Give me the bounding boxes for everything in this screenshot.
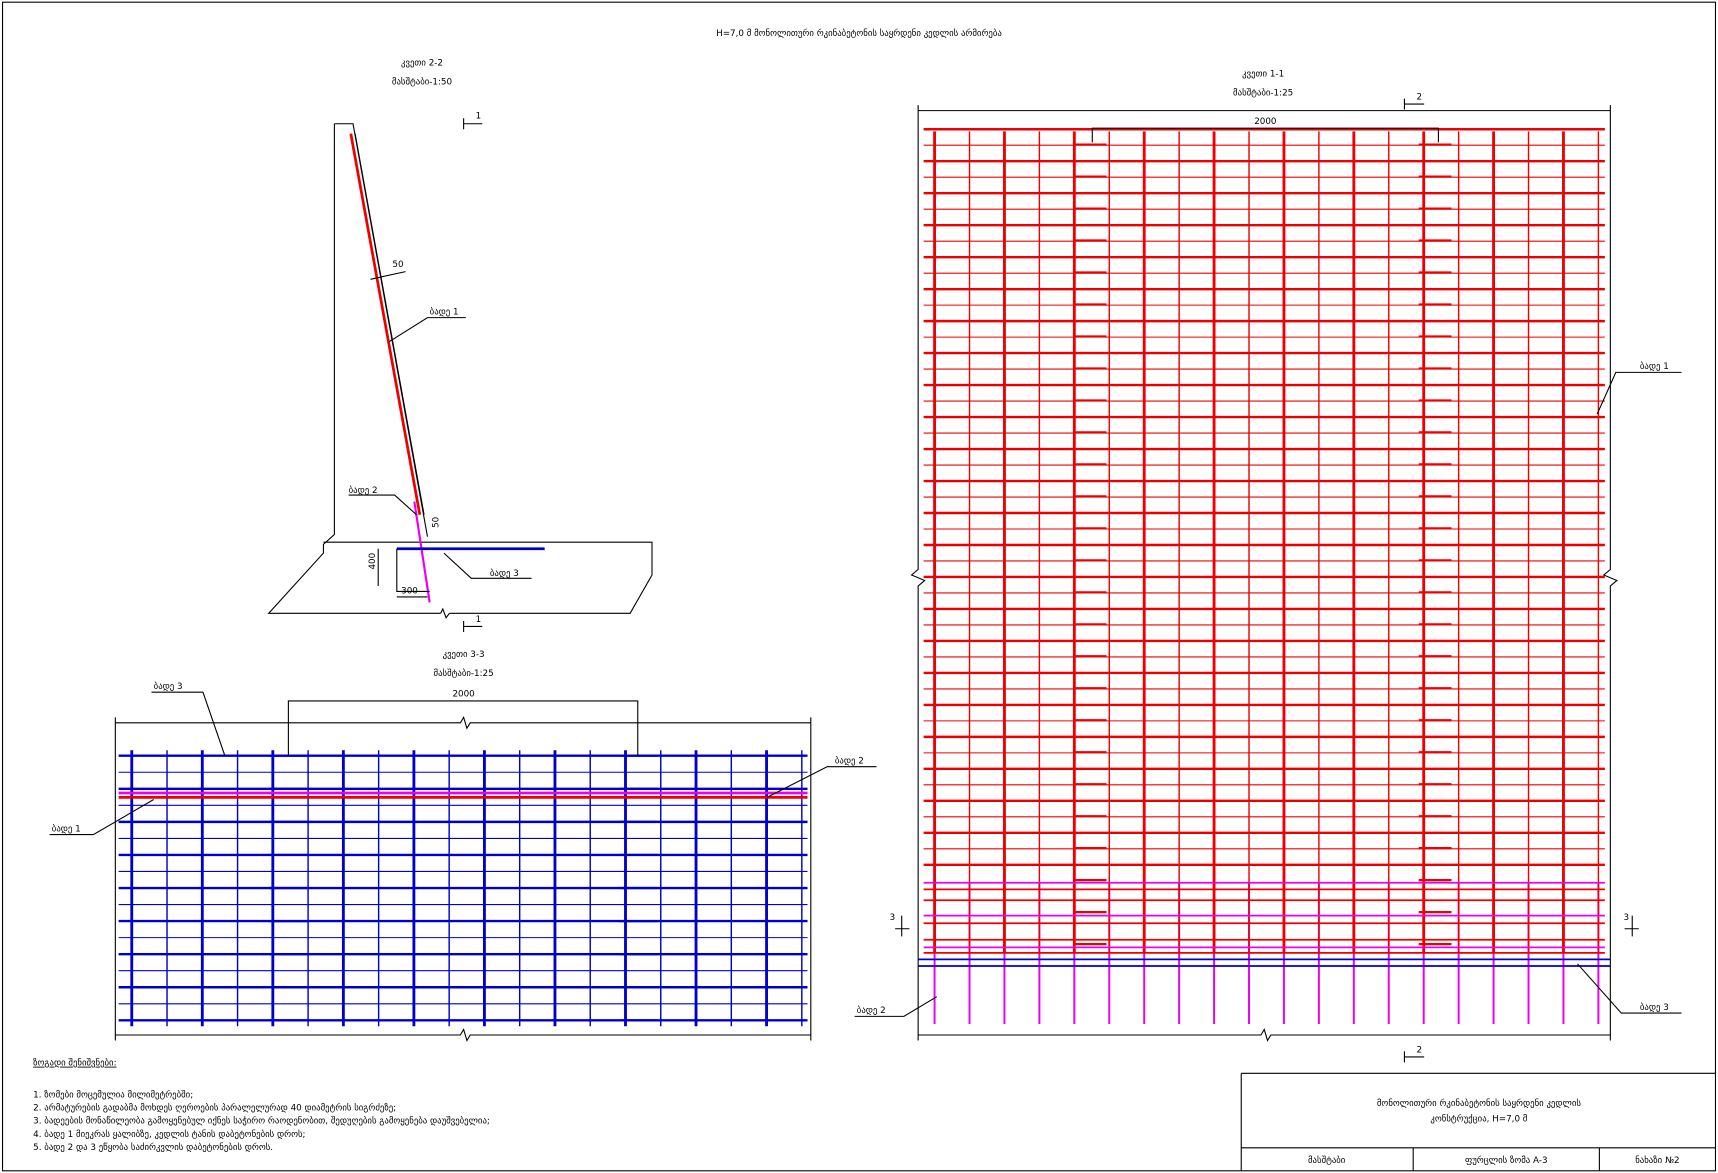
section-2-2: კვეთი 2-2 მასშტაბი-1:50 50 50 400 300 ბა… [269,59,652,632]
wall-outline [269,124,652,614]
cut-mark-label: 2 [1416,93,1422,103]
dimension: 2000 [452,690,474,700]
dimension: 300 [401,587,418,597]
title-block-cell: მასშტაბი [1308,1155,1346,1166]
cut-mark-label: 3 [890,913,896,923]
mesh-label: ბადე 3 [490,568,519,579]
section-name: კვეთი 3-3 [443,650,485,660]
note: 5. ბადე 2 და 3 ეწყობა საძირკვლის დაბეტონ… [33,1142,273,1153]
note: 3. ბადეების მონაწილეობა გამოყენებულ იქნე… [33,1116,490,1127]
section-name: კვეთი 2-2 [401,59,443,69]
section-scale: მასშტაბი-1:50 [392,76,452,87]
dimension: 50 [431,517,441,528]
note: 2. არმატურების გადაბმა მოხდეს ღეროების პ… [33,1103,396,1114]
mesh-label: ბადე 2 [349,485,378,496]
leader [349,495,417,515]
dimension: 50 [392,260,403,270]
mesh-label: ბადე 1 [1640,361,1669,372]
mesh-label: ბადე 1 [52,823,81,834]
drawing: H=7,0 მ მონოლითური რკინაბეტონის საყრდენი… [0,0,1718,1173]
cut-mark-label: 3 [1623,913,1629,923]
mesh-label: ბადე 2 [857,1005,886,1016]
break-mark [441,609,450,618]
title-block: მონოლითური რკინაბეტონის საყრდენი კედლის … [1241,1073,1715,1170]
cut-mark-label: 2 [1416,1046,1422,1056]
note: 4. ბადე 1 მიეკრას ყალიბზე, კედლის ტანის … [33,1129,305,1140]
mesh-label: ბადე 3 [154,681,183,692]
cut-mark [895,916,909,937]
mesh-label: ბადე 3 [1640,1002,1669,1013]
dimension: 400 [368,553,378,570]
section-1-1: კვეთი 1-1 მასშტაბი-1:25 2000 ბადე 1 ბადე… [855,70,1682,1063]
frame [115,717,810,1040]
title-block-cell: ფურცლის ზომა A-3 [1465,1155,1548,1166]
section-scale: მასშტაბი-1:25 [434,668,494,679]
title-block-title: კონსტრუქცია, H=7,0 მ [1430,1114,1527,1125]
section-3-3: კვეთი 3-3 მასშტაბი-1:25 2000 ბადე 3 ბადე… [50,650,877,1040]
mesh-1-bar [355,134,424,515]
dim-line [288,701,637,756]
dimension: 2000 [1254,117,1276,127]
drawing-title: H=7,0 მ მონოლითური რკინაბეტონის საყრდენი… [716,28,1002,39]
mesh-label: ბადე 1 [430,306,459,317]
leader [389,318,466,342]
cut-mark-label: 1 [476,615,482,625]
notes-heading: ზოგადი შენიშვნები: [33,1058,116,1069]
section-scale: მასშტაბი-1:25 [1233,87,1293,98]
title-block-title: მონოლითური რკინაბეტონის საყრდენი კედლის [1377,1098,1581,1109]
note: 1. ზომები მოცემულია მილიმეტრებში; [33,1089,193,1100]
title-block-cell: ნახაზი №2 [1635,1155,1679,1166]
leader [151,692,224,756]
notes: ზოგადი შენიშვნები: 1. ზომები მოცემულია მ… [33,1058,490,1153]
cut-mark-label: 1 [476,111,482,121]
section-name: კვეთი 1-1 [1242,70,1284,80]
mesh-label: ბადე 2 [835,755,864,766]
mesh-1-bar [351,134,420,515]
